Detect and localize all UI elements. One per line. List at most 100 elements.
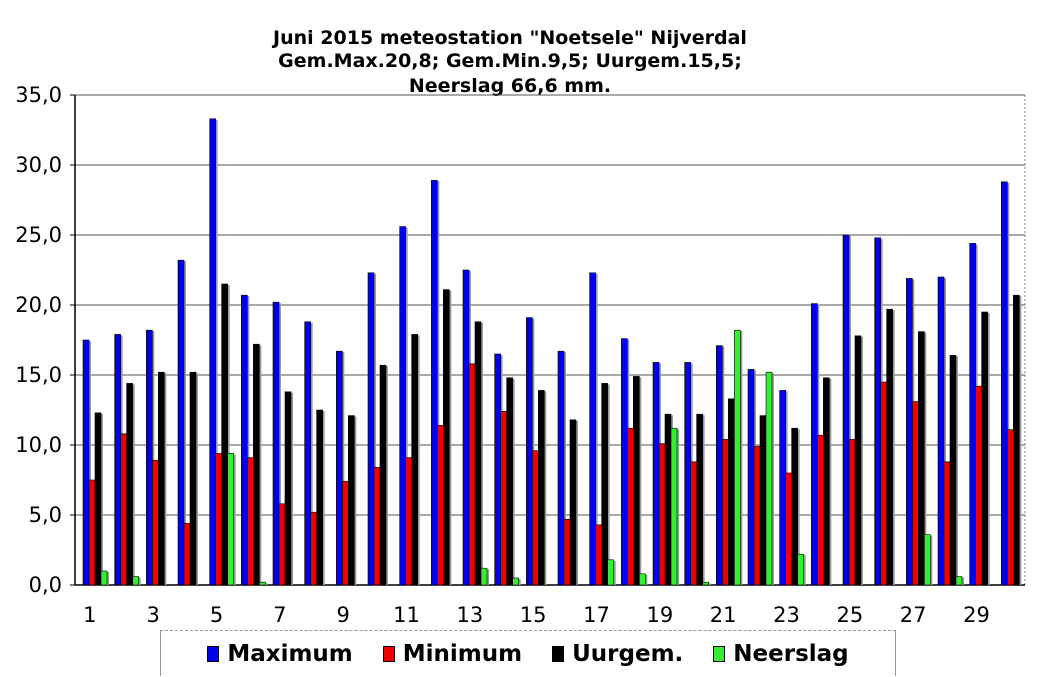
bar-minimum-23 xyxy=(785,472,792,586)
y-tick-label: 15,0 xyxy=(15,363,62,387)
bar-minimum-29 xyxy=(975,385,982,586)
x-tick-label: 9 xyxy=(336,603,349,627)
bar-minimum-25 xyxy=(848,439,856,586)
bar-minimum-4 xyxy=(183,523,191,586)
bar-uurgem-8 xyxy=(316,409,323,586)
legend-swatch-neerslag xyxy=(713,645,726,662)
bar-neerslag-2 xyxy=(132,576,139,586)
bar-neerslag-5 xyxy=(227,453,234,586)
chart-legend: Maximum Minimum Uurgem. Neerslag xyxy=(160,630,896,676)
bar-uurgem-16 xyxy=(569,419,577,586)
bar-maximum-29 xyxy=(969,243,976,586)
bar-neerslag-13 xyxy=(480,567,488,586)
bar-uurgem-2 xyxy=(126,383,133,586)
bar-uurgem-28 xyxy=(949,355,957,586)
bar-uurgem-24 xyxy=(823,377,830,586)
bar-minimum-27 xyxy=(912,401,919,586)
bar-neerslag-6 xyxy=(259,581,266,586)
x-tick-label: 1 xyxy=(83,603,96,627)
bar-minimum-9 xyxy=(342,481,349,586)
bar-uurgem-23 xyxy=(791,427,798,586)
x-tick-label: 3 xyxy=(146,603,159,627)
bar-minimum-26 xyxy=(880,381,887,586)
bar-uurgem-15 xyxy=(538,390,545,586)
legend-label-uurgem: Uurgem. xyxy=(572,640,684,667)
y-tick-label: 30,0 xyxy=(15,153,62,177)
bar-minimum-28 xyxy=(943,461,951,586)
x-tick-label: 11 xyxy=(393,603,420,627)
bar-maximum-12 xyxy=(431,180,438,586)
bar-maximum-13 xyxy=(462,269,470,586)
bar-maximum-26 xyxy=(874,237,881,586)
bar-maximum-15 xyxy=(526,317,533,586)
bar-uurgem-7 xyxy=(284,391,292,586)
bar-maximum-7 xyxy=(272,301,280,586)
x-tick-label: 23 xyxy=(773,603,800,627)
bar-minimum-16 xyxy=(563,518,571,586)
bar-neerslag-14 xyxy=(512,577,519,586)
legend-swatch-maximum xyxy=(207,645,220,662)
bar-uurgem-1 xyxy=(94,412,102,586)
bar-maximum-17 xyxy=(589,272,596,586)
bar-maximum-30 xyxy=(1001,181,1008,586)
x-tick-label: 25 xyxy=(836,603,863,627)
x-tick-label: 21 xyxy=(710,603,737,627)
bar-maximum-25 xyxy=(842,234,850,586)
chart-subtitle-2: Neerslag 66,6 mm. xyxy=(408,75,612,97)
bar-uurgem-3 xyxy=(158,371,165,586)
bar-maximum-1 xyxy=(82,339,90,586)
bar-maximum-28 xyxy=(937,276,945,586)
bar-maximum-24 xyxy=(811,303,818,586)
bar-maximum-4 xyxy=(177,259,185,586)
bar-maximum-10 xyxy=(367,272,375,586)
bar-uurgem-6 xyxy=(253,343,260,586)
bar-uurgem-11 xyxy=(411,334,418,586)
bar-chart: 0,05,010,015,020,025,030,035,01 3 5 7 9 11 13 1… xyxy=(15,83,1026,627)
bar-maximum-3 xyxy=(146,329,153,586)
x-tick-label: 7 xyxy=(273,603,286,627)
bar-neerslag-21 xyxy=(734,329,741,586)
bar-neerslag-18 xyxy=(639,573,646,586)
bar-minimum-6 xyxy=(247,457,254,586)
bar-uurgem-4 xyxy=(189,371,197,586)
y-tick-label: 5,0 xyxy=(29,503,62,527)
bar-minimum-18 xyxy=(627,427,634,586)
bar-minimum-5 xyxy=(215,453,222,586)
y-tick-label: 35,0 xyxy=(15,83,62,107)
x-tick-label: 27 xyxy=(900,603,927,627)
bar-minimum-11 xyxy=(405,457,412,586)
bar-uurgem-5 xyxy=(221,283,228,586)
bar-maximum-23 xyxy=(779,390,786,586)
bar-maximum-27 xyxy=(906,278,913,586)
legend-label-neerslag: Neerslag xyxy=(733,640,849,667)
bar-minimum-8 xyxy=(310,511,317,586)
bar-uurgem-30 xyxy=(1013,294,1020,586)
bar-neerslag-22 xyxy=(765,371,773,586)
bar-maximum-11 xyxy=(399,226,406,586)
bar-uurgem-29 xyxy=(981,311,988,586)
bar-maximum-9 xyxy=(336,350,343,586)
bar-minimum-13 xyxy=(468,363,476,586)
y-tick-label: 25,0 xyxy=(15,223,62,247)
bar-maximum-20 xyxy=(684,362,691,586)
legend-item-minimum: Minimum xyxy=(382,641,522,667)
bar-uurgem-17 xyxy=(601,383,608,586)
bar-maximum-16 xyxy=(557,350,565,586)
x-tick-label: 13 xyxy=(456,603,483,627)
bar-neerslag-17 xyxy=(607,559,614,586)
y-tick-label: 10,0 xyxy=(15,433,62,457)
bar-minimum-21 xyxy=(722,439,729,586)
bar-minimum-10 xyxy=(373,467,381,586)
bar-minimum-20 xyxy=(690,461,697,586)
bar-uurgem-10 xyxy=(379,364,387,586)
bar-maximum-21 xyxy=(716,345,723,586)
bar-minimum-2 xyxy=(120,433,127,586)
bar-uurgem-25 xyxy=(854,335,862,586)
bar-neerslag-23 xyxy=(797,553,804,586)
bar-minimum-30 xyxy=(1007,429,1014,586)
bar-neerslag-27 xyxy=(924,534,931,586)
bar-minimum-24 xyxy=(817,434,824,586)
bar-maximum-6 xyxy=(241,294,248,586)
bar-minimum-7 xyxy=(278,503,286,586)
x-tick-label: 5 xyxy=(210,603,223,627)
